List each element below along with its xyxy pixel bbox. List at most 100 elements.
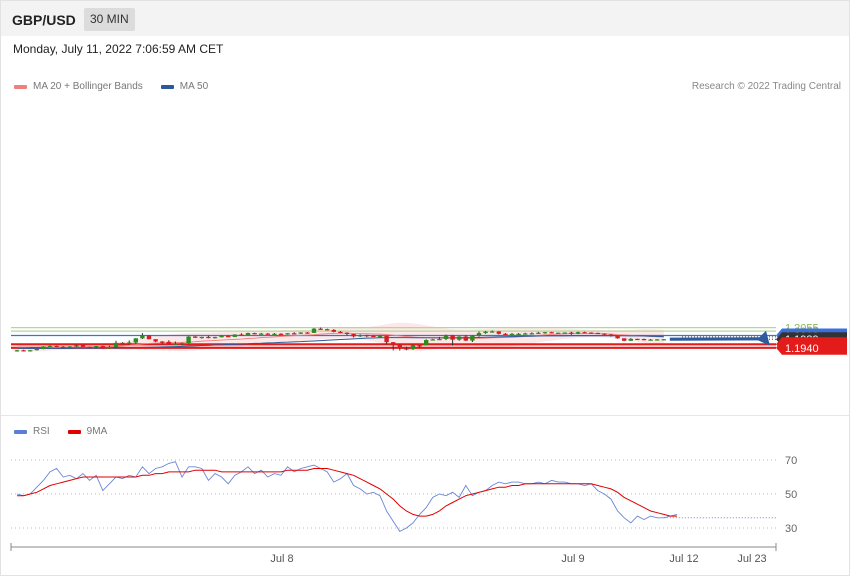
candle-body — [575, 332, 581, 334]
candle-body — [661, 339, 666, 341]
candle-body — [655, 339, 660, 341]
candle-body — [206, 336, 211, 339]
rsi-tick-70: 70 — [785, 455, 797, 467]
candle-body — [628, 338, 633, 341]
candle-body — [424, 340, 429, 346]
candle-body — [589, 332, 594, 334]
candle-body — [483, 331, 488, 334]
ma50-legend-label: MA 50 — [179, 81, 209, 92]
candle-body — [523, 333, 528, 335]
candle-body — [120, 342, 125, 345]
candle-body — [41, 346, 46, 350]
candle-body — [272, 333, 277, 335]
candle-body — [265, 333, 270, 335]
candle-body — [305, 332, 310, 334]
candle-body — [463, 336, 468, 341]
candle-body — [21, 350, 26, 352]
candle-body — [351, 333, 356, 337]
candle-body — [377, 336, 383, 338]
candle-body — [245, 333, 251, 336]
toolbar: GBP/USD 30 MIN — [1, 1, 849, 36]
candle-body — [113, 342, 119, 347]
price-tag-1.1940 — [776, 340, 847, 355]
price-tag-label-1.1940: 1.1940 — [785, 343, 819, 355]
candle-body — [146, 335, 152, 340]
candle-body — [232, 334, 237, 337]
candle-body — [212, 337, 218, 339]
rsi-legend: RSI 9MA — [14, 426, 107, 437]
candle-body — [509, 333, 515, 336]
candle-body — [133, 338, 138, 343]
candle-body — [542, 332, 548, 334]
candle-body — [529, 333, 534, 335]
candle-body — [100, 346, 105, 349]
candle-body — [160, 341, 165, 343]
candle-body — [410, 345, 416, 350]
candle-body — [193, 336, 198, 338]
candle-body — [14, 350, 20, 352]
candle-body — [556, 332, 561, 334]
candle-body — [140, 335, 145, 339]
candle-body — [87, 346, 92, 348]
candle-body — [61, 346, 66, 348]
timestamp: Monday, July 11, 2022 7:06:59 AM CET — [13, 42, 224, 56]
rsi-ma-legend-label: 9MA — [86, 426, 108, 437]
candle-body — [397, 344, 402, 349]
candle-body — [404, 348, 409, 350]
candle-body — [391, 342, 396, 345]
x-label-jul12: Jul 12 — [669, 553, 699, 565]
candle-body — [311, 328, 317, 333]
rsi-tick-30: 30 — [785, 523, 797, 535]
candle-body — [199, 336, 204, 339]
candle-body — [153, 339, 158, 342]
candle-body — [259, 333, 264, 335]
candle-body — [67, 346, 72, 348]
symbol-label[interactable]: GBP/USD — [12, 12, 76, 28]
candle-body — [107, 346, 112, 349]
rsi-legend-label: RSI — [33, 426, 50, 437]
ma50-legend-swatch — [160, 84, 174, 89]
candle-body — [648, 339, 653, 341]
candle-body — [371, 335, 376, 338]
candle-body — [344, 332, 350, 334]
candle-body — [457, 336, 462, 340]
candle-body — [417, 345, 422, 347]
interval-button[interactable]: 30 MIN — [84, 8, 135, 31]
candle-body — [622, 338, 627, 341]
rsi-tick-50: 50 — [785, 489, 797, 501]
candle-body — [80, 344, 86, 347]
candle-body — [252, 333, 257, 335]
candle-body — [516, 333, 521, 335]
candle-body — [219, 336, 224, 338]
ma20-legend-label: MA 20 + Bollinger Bands — [33, 81, 143, 92]
candle-body — [358, 334, 363, 337]
candle-body — [364, 334, 369, 337]
candle-body — [325, 329, 330, 331]
candle-body — [503, 333, 508, 335]
x-label-jul23: Jul 23 — [737, 553, 767, 565]
candle-body — [470, 335, 475, 341]
main-legend: MA 20 + Bollinger Bands MA 50 — [14, 81, 208, 92]
candle-body — [173, 343, 178, 345]
candle-body — [54, 345, 59, 348]
candle-body — [94, 346, 99, 348]
candle-body — [298, 332, 303, 334]
candle-body — [318, 328, 323, 330]
candle-body — [437, 339, 442, 341]
candle-body — [278, 333, 284, 335]
ma50-line — [16, 335, 664, 349]
x-label-jul8: Jul 8 — [270, 553, 294, 565]
x-label-jul9: Jul 9 — [561, 553, 585, 565]
credit-text: Research © 2022 Trading Central — [691, 81, 841, 92]
candle-body — [285, 333, 290, 335]
candle-body — [476, 333, 482, 336]
candle-body — [331, 329, 336, 332]
candle-body — [430, 339, 435, 341]
pane-divider[interactable] — [1, 415, 849, 416]
candle-body — [582, 332, 587, 334]
candle-body — [226, 336, 231, 338]
candle-body — [595, 332, 600, 335]
candle-body — [239, 334, 244, 336]
candle-body — [490, 331, 495, 333]
